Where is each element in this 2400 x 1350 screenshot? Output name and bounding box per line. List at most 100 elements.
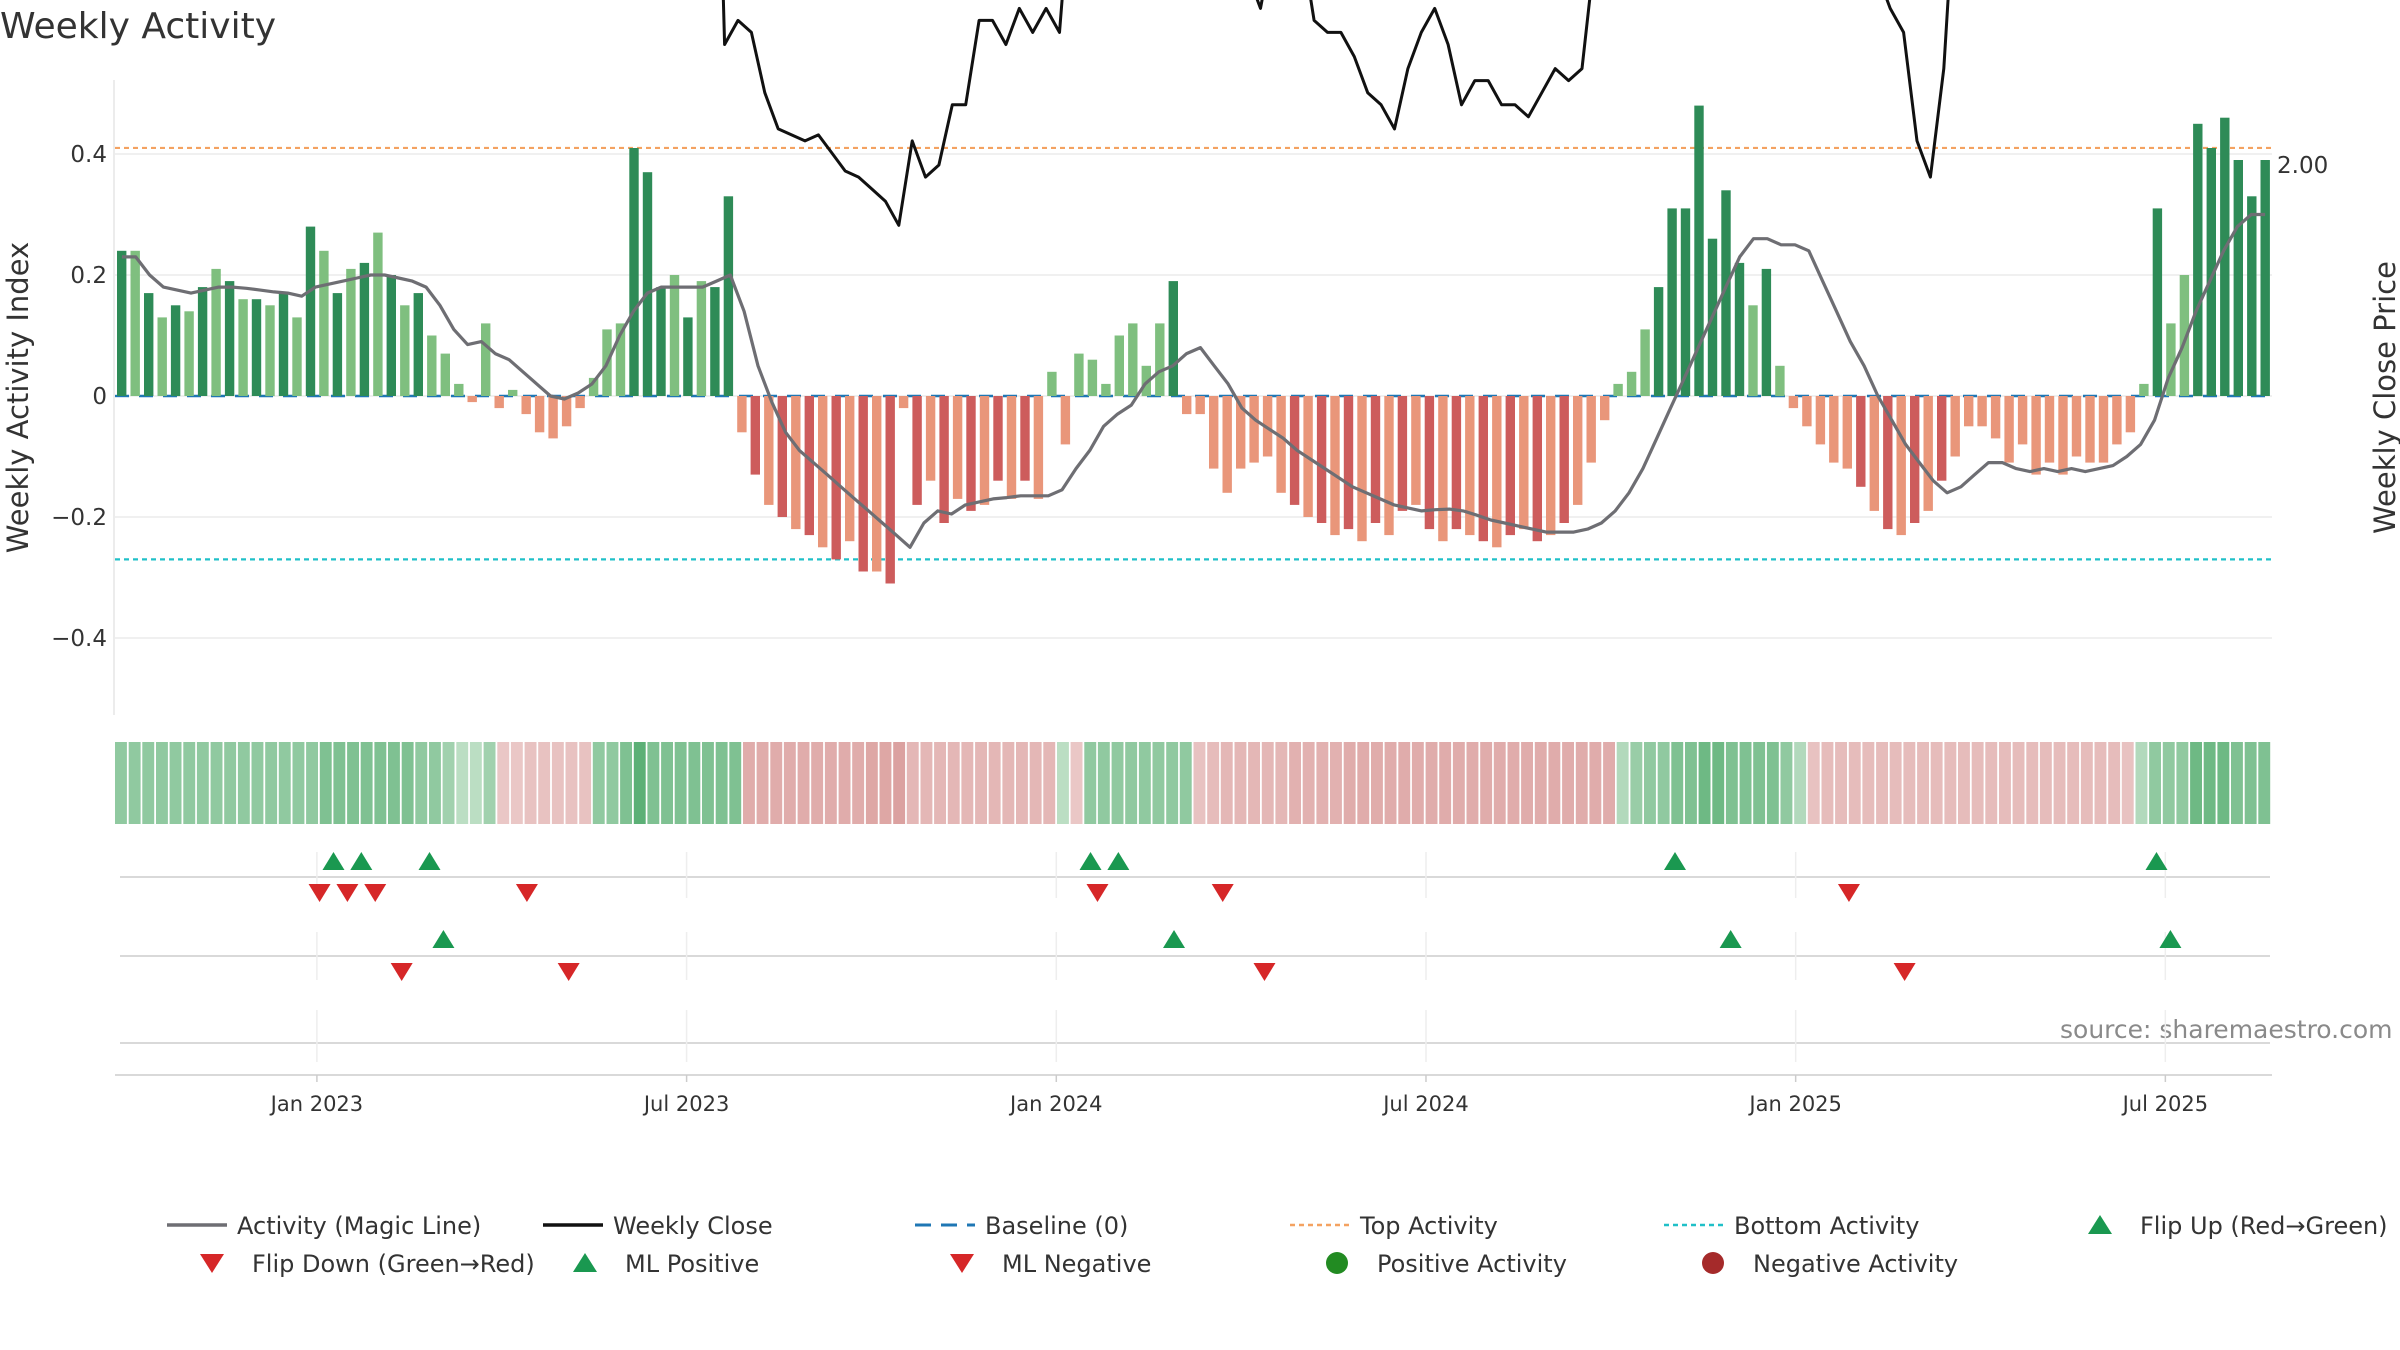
activity-bar bbox=[2179, 275, 2190, 396]
legend-label: ML Negative bbox=[1002, 1250, 1151, 1278]
activity-bar bbox=[1222, 396, 1232, 493]
strip-cell bbox=[770, 742, 783, 824]
activity-bar bbox=[1573, 396, 1583, 505]
activity-bar bbox=[1411, 396, 1421, 505]
strip-cell bbox=[1534, 742, 1547, 824]
activity-bar bbox=[2031, 396, 2041, 475]
strip-cell bbox=[1111, 742, 1124, 824]
activity-bar bbox=[1721, 190, 1731, 396]
activity-bar bbox=[130, 250, 140, 396]
activity-bar bbox=[993, 396, 1003, 481]
strip-cell bbox=[524, 742, 537, 824]
activity-bar bbox=[2125, 396, 2136, 433]
ml-positive-marker bbox=[1163, 930, 1186, 948]
axes: 0.40.20−0.2−0.410.008.006.004.002.00Week… bbox=[1, 80, 2400, 715]
activity-bar bbox=[1128, 323, 1138, 396]
activity-bar bbox=[521, 396, 531, 415]
activity-bar bbox=[1209, 396, 1219, 469]
strip-cell bbox=[1016, 742, 1028, 824]
strip-cell bbox=[196, 742, 209, 824]
activity-bar bbox=[1357, 396, 1367, 542]
activity-bar bbox=[1910, 396, 1920, 523]
flip-up-marker bbox=[2145, 852, 2168, 870]
strip-cell bbox=[1507, 742, 1520, 824]
strip-cell bbox=[429, 742, 441, 824]
legend-swatch-tri-down bbox=[200, 1254, 224, 1273]
strip-cell bbox=[1739, 742, 1752, 824]
activity-bar bbox=[1438, 396, 1448, 542]
legend-item: Bottom Activity bbox=[1664, 1212, 1919, 1240]
activity-bar bbox=[1856, 396, 1866, 487]
legend-swatch-circle bbox=[1702, 1252, 1724, 1274]
strip-cell bbox=[729, 742, 742, 824]
strip-cell bbox=[469, 742, 482, 824]
activity-bar bbox=[2152, 208, 2163, 396]
activity-bar bbox=[561, 396, 572, 427]
activity-bar bbox=[710, 287, 720, 396]
activity-bar bbox=[777, 396, 787, 517]
strip-cell bbox=[1234, 742, 1247, 824]
strip-cell bbox=[606, 742, 619, 824]
activity-bar bbox=[1923, 396, 1933, 511]
activity-bar bbox=[1330, 396, 1340, 536]
strip-cell bbox=[1698, 742, 1711, 824]
activity-bar bbox=[2004, 396, 2014, 463]
date-tick-label: Jan 2023 bbox=[269, 1092, 364, 1116]
strip-cell bbox=[319, 742, 332, 824]
activity-bar bbox=[1788, 396, 1799, 409]
strip-cell bbox=[756, 742, 769, 824]
activity-bar bbox=[1033, 396, 1044, 499]
strip-cell bbox=[1753, 742, 1766, 824]
strip-cell bbox=[565, 742, 578, 824]
strip-cell bbox=[1644, 742, 1656, 824]
strip-cell bbox=[2231, 742, 2243, 824]
strip-cell bbox=[947, 742, 960, 824]
activity-bar bbox=[1236, 396, 1246, 469]
activity-bar bbox=[656, 287, 666, 396]
strip-cell bbox=[2203, 742, 2216, 824]
strip-cell bbox=[2094, 742, 2107, 824]
activity-bar bbox=[1155, 323, 1165, 396]
reference-lines bbox=[115, 146, 2272, 561]
strip-cell bbox=[688, 742, 701, 824]
strip-cell bbox=[1685, 742, 1697, 824]
activity-bar bbox=[2247, 196, 2257, 396]
activity-bar bbox=[1761, 268, 1772, 396]
strip-cell bbox=[2162, 742, 2175, 824]
activity-bar bbox=[2098, 396, 2109, 463]
strip-cell bbox=[1302, 742, 1315, 824]
date-tick-label: Jan 2025 bbox=[1747, 1092, 1842, 1116]
activity-bar bbox=[157, 317, 167, 396]
activity-bar bbox=[427, 335, 437, 396]
strip-cell bbox=[1384, 742, 1397, 824]
activity-bar bbox=[1613, 383, 1623, 396]
strip-cell bbox=[1275, 742, 1288, 824]
ml-positive-marker bbox=[432, 930, 455, 948]
strip-cell bbox=[1548, 742, 1561, 824]
activity-bar bbox=[1950, 396, 1960, 457]
flip-up-marker bbox=[418, 852, 441, 870]
strip-cell bbox=[1220, 742, 1233, 824]
legend-item: Flip Down (Green→Red) bbox=[200, 1250, 535, 1278]
strip-cell bbox=[388, 742, 400, 824]
flip-down-marker bbox=[308, 884, 331, 902]
flip-down-marker bbox=[364, 884, 387, 902]
activity-bar bbox=[1101, 383, 1111, 396]
flip-down-marker bbox=[515, 884, 538, 902]
legend-label: Positive Activity bbox=[1377, 1250, 1567, 1278]
activity-bar bbox=[1586, 396, 1596, 463]
strip-cell bbox=[1425, 742, 1438, 824]
ml-negative-marker bbox=[1253, 963, 1276, 981]
strip-cell bbox=[1070, 742, 1083, 824]
activity-bar bbox=[615, 323, 626, 396]
strip-cell bbox=[237, 742, 250, 824]
strip-cell bbox=[702, 742, 714, 824]
activity-bar bbox=[2260, 160, 2270, 396]
y-tick-label: 0.2 bbox=[70, 263, 107, 289]
activity-bar bbox=[588, 377, 599, 396]
ml-negative-marker bbox=[1893, 963, 1916, 981]
activity-bar bbox=[170, 305, 181, 397]
strip-cell bbox=[838, 742, 851, 824]
strip-cell bbox=[1084, 742, 1097, 824]
activity-bar bbox=[1559, 396, 1569, 523]
